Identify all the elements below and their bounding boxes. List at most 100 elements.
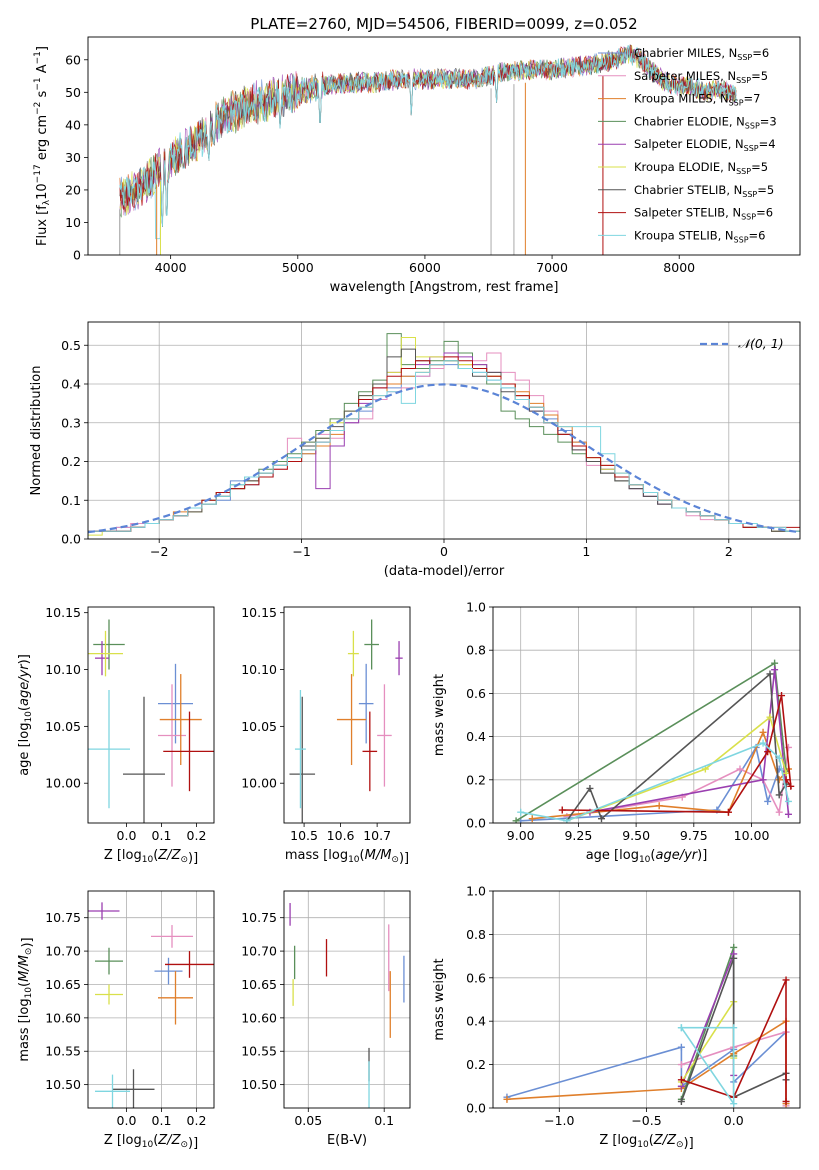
y-tick-label: 10.10	[241, 662, 277, 677]
legend-entry-salpeter-elodie: Salpeter ELODIE, NSSP=4	[634, 137, 776, 153]
plot-frame	[283, 890, 411, 1109]
weight-line-chabrier-miles	[506, 1031, 787, 1098]
weight-marker-chabrier-miles	[764, 797, 772, 805]
error-bar-chabrier-miles	[158, 663, 193, 744]
weight-marker-salpeter-miles	[677, 1061, 685, 1069]
y-tick-label: 10.15	[45, 605, 81, 620]
y-tick-label: 10.05	[45, 719, 81, 734]
x-tick-label: 9.25	[564, 828, 592, 843]
weight-marker-salpeter-elodie	[771, 666, 779, 674]
age-vs-metallicity-panel: 0.0 0.1 0.2 10.00 10.05 10.10 10.15 Z [log10(Z/…	[17, 605, 215, 866]
weight-marker-salpeter-miles	[775, 808, 783, 816]
x-tick-label: −1	[292, 544, 310, 559]
x-tick-label: 9.00	[507, 828, 535, 843]
y-tick-label: 0.0	[61, 532, 81, 547]
weight-marker-salpeter-stelib	[778, 692, 786, 700]
y-tick-label: 10.50	[241, 1077, 277, 1092]
weight-marker-kroupa-stelib	[517, 808, 525, 816]
weight-line-salpeter-stelib	[681, 979, 787, 1102]
weight-marker-chabrier-stelib	[677, 1097, 685, 1105]
error-bar-salpeter-miles	[151, 925, 193, 948]
y-axis-label: mass weight	[432, 958, 447, 1040]
y-tick-label: 10.10	[45, 662, 81, 677]
y-tick-label: 30	[65, 150, 81, 165]
error-bar-salpeter-elodie	[88, 902, 120, 920]
error-bar-chabrier-stelib	[123, 696, 165, 823]
x-tick-label: −0.5	[631, 1113, 661, 1128]
y-tick-label: 10.65	[241, 977, 277, 992]
legend-entry-normal: 𝒩(0, 1)	[738, 336, 784, 351]
weight-marker-chabrier-stelib	[766, 670, 774, 678]
y-tick-label: 40	[65, 117, 81, 132]
mass-vs-metallicity-panel: 0.0 0.1 0.2 10.50 10.55 10.60 10.65 10.70 10.75 Z…	[17, 890, 215, 1151]
spectrum-legend: Chabrier MILES, NSSP=6 Salpeter MILES, NS…	[598, 46, 777, 244]
error-bar-kroupa-stelib	[294, 689, 306, 809]
weight-marker-salpeter-elodie	[759, 776, 767, 784]
y-tick-label: 10	[65, 215, 81, 230]
weight-lines	[503, 943, 790, 1108]
normal-reference-curve	[88, 383, 800, 534]
weight-marker-kroupa-stelib	[775, 754, 783, 762]
error-bar-kroupa-miles	[336, 674, 367, 766]
weight-marker-kroupa-miles	[528, 815, 536, 823]
legend-entry-kroupa-elodie: Kroupa ELODIE, NSSP=5	[634, 160, 768, 176]
weight-marker-kroupa-miles	[759, 728, 767, 736]
x-axis-label: mass [log10(M/M⊙)]	[285, 848, 409, 866]
x-tick-label: 10.5	[290, 828, 318, 843]
error-bar-kroupa-elodie	[95, 984, 123, 1005]
mass-weight-vs-metallicity-panel: −1.0 −0.5 0.0 0.0 0.2 0.4 0.6 0.8 1.0 mass weight…	[432, 884, 801, 1151]
weight-marker-kroupa-stelib	[730, 1024, 738, 1032]
mass-vs-reddening-panel: 0.05 0.1 10.50 10.55 10.60 10.65 10.70 10.75 E(B…	[241, 890, 411, 1148]
x-axis-label: Z [log10(Z/Z⊙)]	[599, 1133, 693, 1151]
x-tick-label: 0.2	[187, 1113, 207, 1128]
y-tick-label: 0.0	[466, 1101, 486, 1116]
legend-entry-chabrier-elodie: Chabrier ELODIE, NSSP=3	[634, 114, 777, 130]
error-bar-kroupa-miles	[159, 674, 202, 766]
x-tick-label: 0.0	[117, 1113, 137, 1128]
x-tick-label: −1.0	[544, 1113, 574, 1128]
weight-marker-salpeter-stelib	[782, 1097, 790, 1105]
y-tick-label: 0.4	[61, 377, 81, 392]
y-tick-label: 50	[65, 85, 81, 100]
y-tick-label: 0.8	[466, 643, 486, 658]
error-bar-salpeter-miles	[377, 684, 392, 787]
weight-marker-chabrier-stelib	[597, 815, 605, 823]
x-axis-label: E(B-V)	[327, 1133, 367, 1148]
y-axis-label: Normed distribution	[29, 366, 44, 496]
weight-marker-salpeter-stelib	[558, 806, 566, 814]
error-bar-kroupa-stelib	[95, 1074, 130, 1108]
y-tick-label: 0.3	[61, 415, 81, 430]
age-vs-mass-panel: 10.5 10.6 10.7 10.00 10.05 10.10 10.15 mass [lo…	[241, 605, 411, 866]
y-tick-label: 0.4	[466, 1014, 486, 1029]
y-tick-label: 0.2	[466, 1057, 486, 1072]
weight-marker-kroupa-miles	[775, 776, 783, 784]
y-tick-label: 10.50	[45, 1077, 81, 1092]
y-tick-label: 60	[65, 52, 81, 67]
weight-marker-kroupa-miles	[655, 802, 663, 810]
weight-line-salpeter-elodie	[589, 669, 790, 815]
weight-marker-kroupa-stelib	[784, 797, 792, 805]
plot-frame	[87, 36, 801, 256]
x-tick-label: 0.1	[374, 1113, 394, 1128]
error-bar-salpeter-elodie	[95, 641, 109, 676]
x-tick-label: 10.00	[734, 828, 770, 843]
x-tick-label: 0.1	[152, 828, 172, 843]
weight-marker-chabrier-stelib	[730, 954, 738, 962]
x-tick-label: −2	[150, 544, 168, 559]
y-tick-label: 10.75	[45, 910, 81, 925]
weight-marker-chabrier-elodie	[730, 943, 738, 951]
spectrum-panel: 4000 5000 6000 7000 8000 0 10 20 30 40 50 60 wavelen…	[33, 36, 801, 295]
plot-frame	[492, 606, 801, 824]
figure-title: PLATE=2760, MJD=54506, FIBERID=0099, z=0…	[250, 15, 637, 33]
weight-lines	[512, 659, 795, 823]
weight-marker-chabrier-elodie	[512, 817, 520, 823]
weight-marker-chabrier-stelib	[775, 791, 783, 799]
legend-entry-salpeter-stelib: Salpeter STELIB, NSSP=6	[634, 206, 773, 222]
error-bar-kroupa-stelib	[88, 689, 130, 809]
weight-line-kroupa-stelib	[680, 1026, 735, 1107]
plot-frame	[283, 606, 411, 824]
residual-histogram-panel: −2 −1 0 1 2 0.0 0.1 0.2 0.3 0.4 0.5 (data-model)/er…	[29, 321, 801, 579]
legend-entry-chabrier-miles: Chabrier MILES, NSSP=6	[634, 46, 769, 62]
error-bar-salpeter-stelib	[165, 951, 214, 978]
